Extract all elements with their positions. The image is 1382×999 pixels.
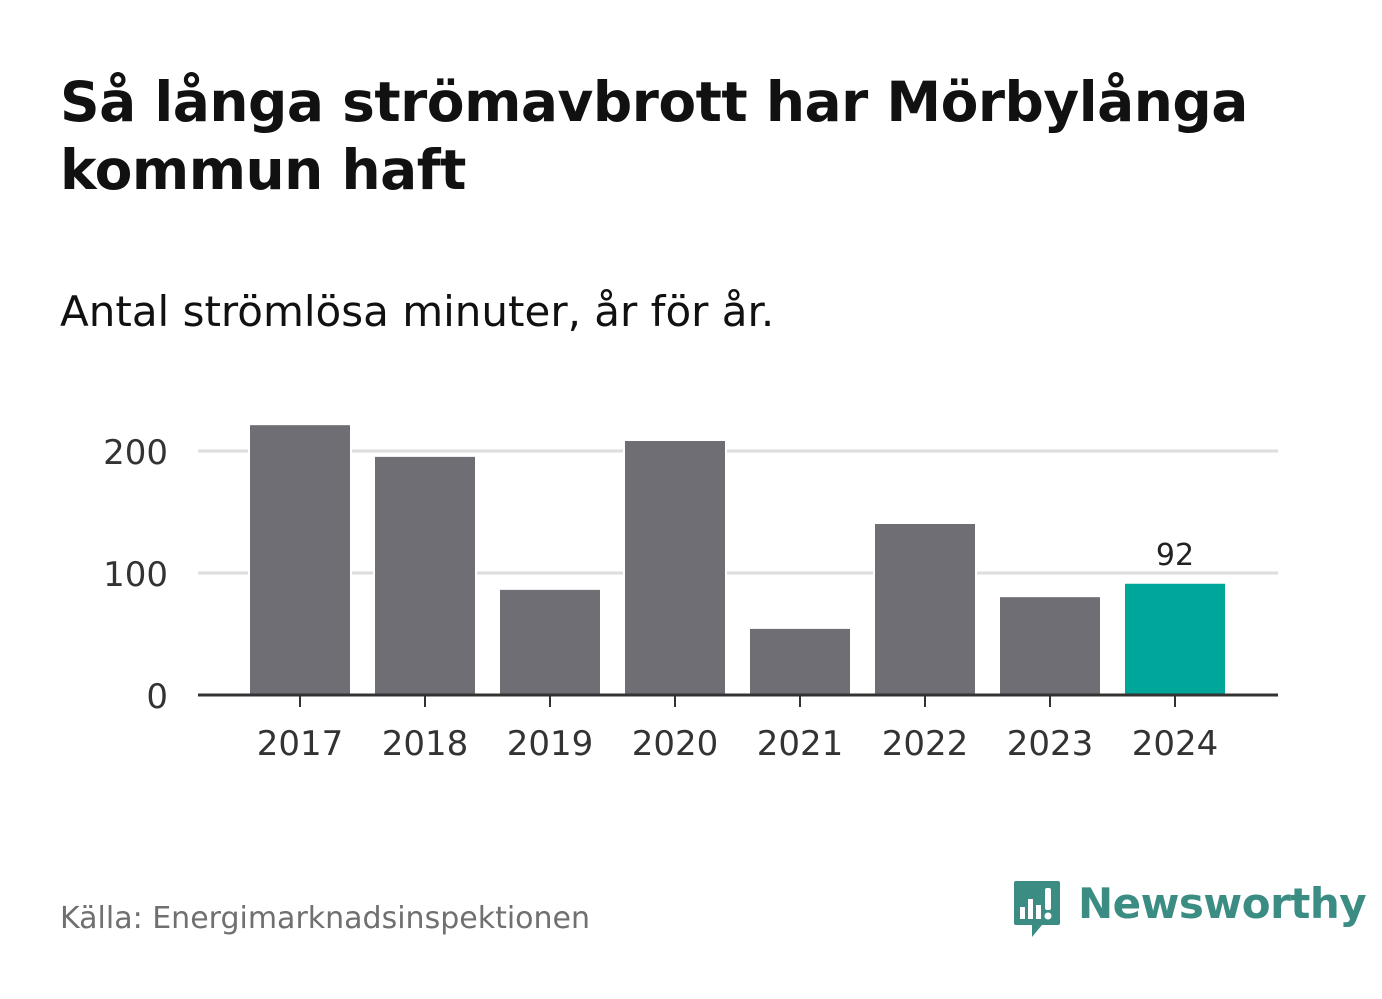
source-note: Källa: Energimarknadsinspektionen (60, 901, 591, 936)
x-tick-label: 2024 (1132, 724, 1219, 764)
y-tick-label: 100 (103, 555, 168, 595)
bars (248, 423, 1227, 697)
bar-2022[interactable] (873, 521, 977, 696)
x-tick-label: 2017 (257, 724, 344, 764)
bar-2017[interactable] (248, 423, 352, 696)
bar-2019[interactable] (498, 587, 602, 696)
x-tick-label: 2019 (507, 724, 594, 764)
x-tick-label: 2021 (757, 724, 844, 764)
bar-chart: 0 100 200 2017 2018 2019 2020 2021 2022 2023 2024 9… (103, 423, 1278, 764)
chart-subtitle: Antal strömlösa minuter, år för år. (60, 287, 775, 336)
chart-title: Så långa strömavbrott har Mörbylånga kom… (60, 70, 1248, 202)
x-tick-label: 2018 (382, 724, 469, 764)
newsworthy-logo-icon (1014, 881, 1060, 937)
x-tick-label: 2020 (632, 724, 719, 764)
bar-2020[interactable] (623, 439, 727, 696)
x-tick-label: 2022 (882, 724, 969, 764)
y-tick-label: 0 (146, 677, 168, 717)
x-tick-label: 2023 (1007, 724, 1094, 764)
gridlines (198, 449, 1278, 575)
y-tick-label: 200 (103, 433, 168, 473)
newsworthy-logo-text: Newsworthy (1078, 879, 1367, 928)
data-label: 92 (1156, 538, 1194, 573)
bar-2018[interactable] (373, 454, 477, 696)
bar-2023[interactable] (998, 595, 1102, 696)
bar-2024[interactable] (1123, 581, 1227, 697)
axes (198, 693, 1278, 707)
newsworthy-logo[interactable]: Newsworthy (1012, 879, 1367, 941)
labels: 0 100 200 2017 2018 2019 2020 2021 2022 2023 2024 9… (103, 433, 1218, 764)
bar-2021[interactable] (748, 626, 852, 697)
